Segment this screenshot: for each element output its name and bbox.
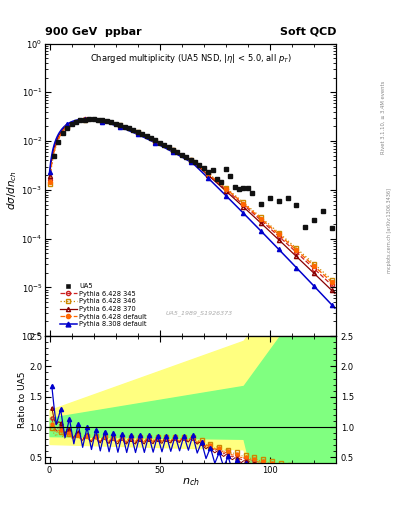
Text: 900 GeV  ppbar: 900 GeV ppbar <box>45 27 142 37</box>
Legend: UA5, Pythia 6.428 345, Pythia 6.428 346, Pythia 6.428 370, Pythia 6.428 default,: UA5, Pythia 6.428 345, Pythia 6.428 346,… <box>57 280 150 330</box>
Text: Soft QCD: Soft QCD <box>279 27 336 37</box>
X-axis label: $n_{ch}$: $n_{ch}$ <box>182 477 200 488</box>
Text: Charged multiplicity (UA5 NSD, $|\eta|$ < 5.0, all $p_T$): Charged multiplicity (UA5 NSD, $|\eta|$ … <box>90 52 292 66</box>
Y-axis label: Ratio to UA5: Ratio to UA5 <box>18 372 26 428</box>
Text: mcplots.cern.ch [arXiv:1306.3436]: mcplots.cern.ch [arXiv:1306.3436] <box>387 188 391 273</box>
Text: UA5_1989_S1926373: UA5_1989_S1926373 <box>166 310 233 316</box>
Text: Rivet 3.1.10, ≥ 3.4M events: Rivet 3.1.10, ≥ 3.4M events <box>381 81 386 155</box>
Y-axis label: $d\sigma/dn_{ch}$: $d\sigma/dn_{ch}$ <box>5 170 18 210</box>
